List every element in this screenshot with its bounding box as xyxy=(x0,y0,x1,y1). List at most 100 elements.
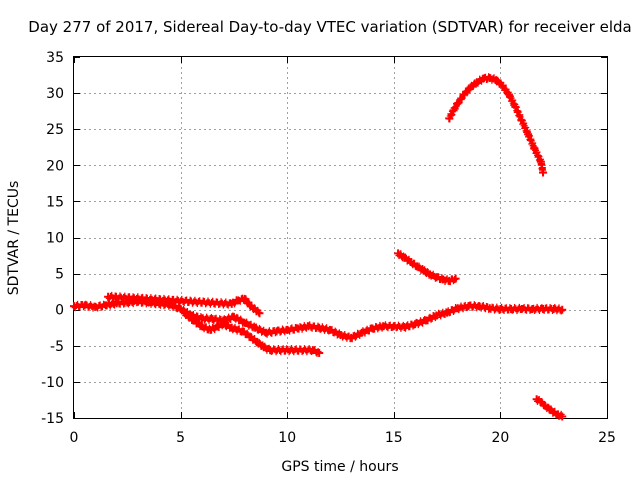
data-point xyxy=(466,83,475,92)
y-tick-label: -5 xyxy=(50,339,64,355)
data-point xyxy=(553,410,562,419)
data-point xyxy=(336,330,345,339)
x-axis-label: GPS time / hours xyxy=(281,459,398,475)
series-arc-21-7-22-9h xyxy=(532,395,567,421)
data-point xyxy=(449,106,458,115)
data-points xyxy=(70,73,567,421)
data-point xyxy=(498,81,507,90)
data-point xyxy=(475,302,484,311)
data-point-markers xyxy=(70,297,566,343)
x-tick-label: 15 xyxy=(385,430,403,446)
data-point xyxy=(539,304,548,313)
data-point xyxy=(492,76,501,85)
data-point xyxy=(536,398,545,407)
data-point xyxy=(229,312,238,321)
data-point xyxy=(104,292,113,301)
data-point xyxy=(283,325,292,334)
y-tick-label: 10 xyxy=(46,231,64,247)
data-point xyxy=(394,249,403,258)
data-point xyxy=(524,130,533,139)
data-point xyxy=(357,328,366,337)
y-tick-label: -15 xyxy=(41,411,64,427)
data-point xyxy=(530,144,539,153)
data-point xyxy=(496,304,505,313)
data-point xyxy=(438,275,447,284)
data-point xyxy=(421,316,430,325)
data-point xyxy=(400,253,409,262)
x-tick-label: 25 xyxy=(598,430,616,446)
plot-frame xyxy=(73,56,608,419)
data-point xyxy=(453,304,462,313)
data-point xyxy=(539,168,548,177)
data-point xyxy=(545,405,554,414)
data-point xyxy=(389,322,398,331)
data-point xyxy=(101,301,110,310)
data-point xyxy=(432,273,441,282)
data-point xyxy=(219,320,228,329)
data-point xyxy=(507,304,516,313)
data-point xyxy=(549,304,558,313)
data-point xyxy=(549,408,558,417)
data-point xyxy=(240,294,249,303)
data-point xyxy=(419,266,428,275)
data-point xyxy=(180,309,189,318)
data-point xyxy=(255,309,264,318)
data-point xyxy=(347,333,356,342)
data-point xyxy=(406,258,415,267)
data-point xyxy=(315,349,324,358)
y-tick-label: 25 xyxy=(46,122,64,138)
data-point xyxy=(511,102,520,111)
data-point xyxy=(208,315,217,324)
x-tick-label: 5 xyxy=(176,430,185,446)
data-point xyxy=(197,322,206,331)
data-point xyxy=(445,114,454,123)
data-point xyxy=(411,320,420,329)
y-tick-label: 5 xyxy=(55,267,64,283)
y-tick-label: 20 xyxy=(46,158,64,174)
data-point xyxy=(176,304,185,313)
data-point xyxy=(325,325,334,334)
data-point xyxy=(413,262,422,271)
y-tick-label: 0 xyxy=(55,303,64,319)
x-tick-label: 20 xyxy=(491,430,509,446)
data-point xyxy=(251,323,260,332)
data-point-markers xyxy=(445,73,547,177)
data-point xyxy=(112,299,121,308)
data-point xyxy=(528,304,537,313)
data-point xyxy=(432,311,441,320)
data-point xyxy=(91,302,100,311)
data-point xyxy=(227,299,236,308)
data-point xyxy=(308,346,317,355)
data-point xyxy=(253,338,262,347)
series-bumps xyxy=(104,291,264,318)
series-arc-17-6-22h xyxy=(445,73,548,177)
grid xyxy=(74,57,607,418)
data-point xyxy=(261,328,270,337)
data-point xyxy=(315,323,324,332)
chart-title: Day 277 of 2017, Sidereal Day-to-day VTE… xyxy=(28,18,631,36)
data-point xyxy=(451,274,460,283)
data-point xyxy=(460,90,469,99)
y-tick-label: 15 xyxy=(46,194,64,210)
y-axis-label: SDTVAR / TECUs xyxy=(6,181,22,296)
data-point xyxy=(227,323,236,332)
data-point xyxy=(517,304,526,313)
data-point xyxy=(234,296,243,305)
data-point xyxy=(206,325,215,334)
data-point xyxy=(485,304,494,313)
series-arc-15-18h xyxy=(394,249,460,286)
data-point xyxy=(541,401,550,410)
data-point xyxy=(259,343,268,352)
data-point xyxy=(238,327,247,336)
data-point xyxy=(472,78,481,87)
x-tick-label: 0 xyxy=(70,430,79,446)
y-tick-label: -10 xyxy=(41,375,64,391)
data-point xyxy=(558,412,567,421)
x-tick-label: 10 xyxy=(278,430,296,446)
data-point xyxy=(293,324,302,333)
data-point xyxy=(272,327,281,336)
data-point xyxy=(453,99,462,108)
data-point xyxy=(400,323,409,332)
data-point xyxy=(379,322,388,331)
